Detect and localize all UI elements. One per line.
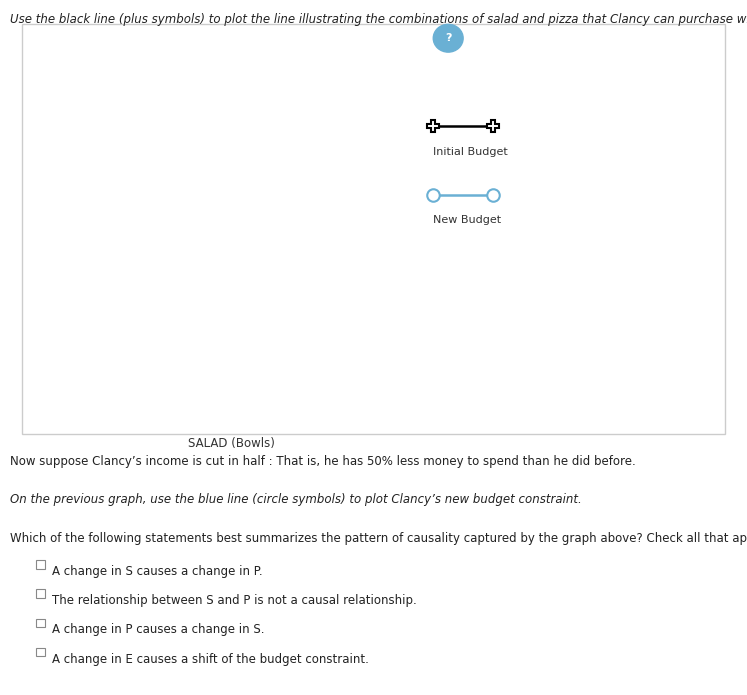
Text: A change in E causes a shift of the budget constraint.: A change in E causes a shift of the budg… — [52, 653, 369, 666]
Text: Use the black line (plus symbols) to plot the line illustrating the combinations: Use the black line (plus symbols) to plo… — [10, 13, 747, 26]
Text: New Budget: New Budget — [433, 215, 501, 225]
Y-axis label: PIZZA (Slices): PIZZA (Slices) — [31, 197, 43, 279]
Text: ?: ? — [445, 33, 451, 43]
X-axis label: SALAD (Bowls): SALAD (Bowls) — [188, 436, 275, 450]
Text: A change in P causes a change in S.: A change in P causes a change in S. — [52, 623, 264, 637]
Text: Which of the following statements best summarizes the pattern of causality captu: Which of the following statements best s… — [10, 532, 747, 545]
Text: Now suppose Clancy’s income is cut in half : That is, he has 50% less money to s: Now suppose Clancy’s income is cut in ha… — [10, 455, 636, 468]
Text: Initial Budget: Initial Budget — [433, 147, 508, 157]
Text: A change in S causes a change in P.: A change in S causes a change in P. — [52, 565, 263, 578]
Text: The relationship between S and P is not a causal relationship.: The relationship between S and P is not … — [52, 594, 417, 607]
Text: On the previous graph, use the blue line (circle symbols) to plot Clancy’s new b: On the previous graph, use the blue line… — [10, 493, 581, 507]
